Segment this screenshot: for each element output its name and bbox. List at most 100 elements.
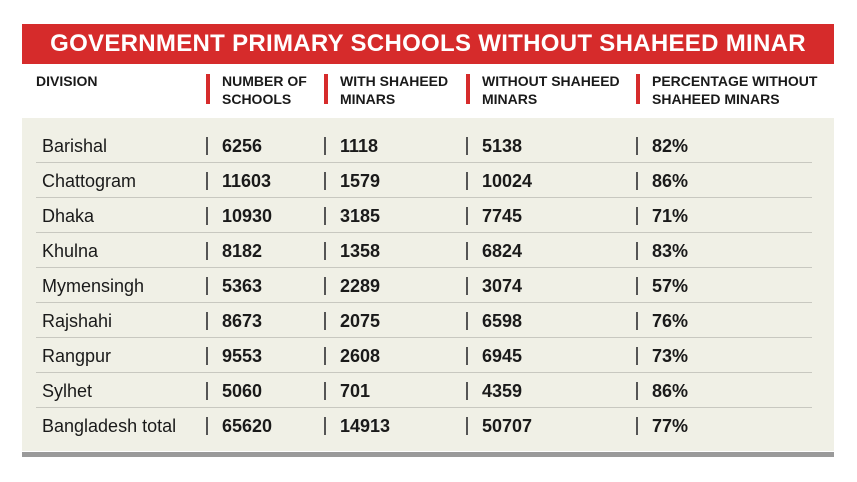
column-divider — [206, 137, 208, 155]
column-divider — [466, 137, 468, 155]
row-divider — [36, 407, 812, 408]
column-divider — [324, 207, 326, 225]
column-divider — [466, 312, 468, 330]
with-minars-cell: 1118 — [340, 136, 379, 156]
column-divider — [466, 207, 468, 225]
table-row: Mymensingh 5363 2289 3074 57% — [22, 268, 834, 303]
column-divider — [206, 207, 208, 225]
column-divider — [206, 277, 208, 295]
column-divider — [206, 172, 208, 190]
column-header-number-of-schools: NUMBER OF SCHOOLS — [222, 73, 307, 107]
division-cell: Dhaka — [42, 206, 95, 226]
division-cell: Sylhet — [42, 381, 93, 401]
table-body: Barishal 6256 1118 5138 82% Chattogram 1… — [22, 118, 834, 451]
column-divider — [636, 417, 638, 435]
percentage-cell: 77% — [652, 416, 689, 436]
row-divider — [36, 232, 812, 233]
number-of-schools-cell: 11603 — [222, 171, 272, 191]
number-of-schools-cell: 9553 — [222, 346, 263, 366]
table-row: Chattogram 11603 1579 10024 86% — [22, 163, 834, 198]
with-minars-cell: 14913 — [340, 416, 391, 436]
percentage-cell: 71% — [652, 206, 689, 226]
row-divider — [36, 302, 812, 303]
column-divider — [324, 347, 326, 365]
percentage-cell: 86% — [652, 381, 689, 401]
without-minars-cell: 10024 — [482, 171, 533, 191]
page-title: GOVERNMENT PRIMARY SCHOOLS WITHOUT SHAHE… — [50, 30, 806, 57]
column-divider — [636, 137, 638, 155]
percentage-cell: 86% — [652, 171, 689, 191]
without-minars-cell: 7745 — [482, 206, 523, 226]
table-row-total: Bangladesh total 65620 14913 50707 77% — [22, 408, 834, 443]
division-cell: Rangpur — [42, 346, 112, 366]
column-header-with-shaheed-minars: WITH SHAHEED MINARS — [340, 73, 449, 107]
column-divider — [636, 207, 638, 225]
table-row: Sylhet 5060 701 4359 86% — [22, 373, 834, 408]
column-divider — [324, 417, 326, 435]
number-of-schools-cell: 10930 — [222, 206, 273, 226]
number-of-schools-cell: 6256 — [222, 136, 263, 156]
column-divider — [324, 137, 326, 155]
with-minars-cell: 2608 — [340, 346, 381, 366]
number-of-schools-cell: 5060 — [222, 381, 263, 401]
without-minars-cell: 5138 — [482, 136, 523, 156]
header-accent-bar — [324, 74, 328, 104]
percentage-cell: 76% — [652, 311, 689, 331]
table-row: Dhaka 10930 3185 7745 71% — [22, 198, 834, 233]
row-divider — [36, 372, 812, 373]
percentage-cell: 73% — [652, 346, 689, 366]
without-minars-cell: 6945 — [482, 346, 523, 366]
percentage-cell: 57% — [652, 276, 689, 296]
table-header: DIVISION NUMBER OF SCHOOLS WITH SHAHEED … — [22, 66, 834, 116]
without-minars-cell: 3074 — [482, 276, 523, 296]
with-minars-cell: 1358 — [340, 241, 381, 261]
with-minars-cell: 2075 — [340, 311, 381, 331]
column-divider — [206, 382, 208, 400]
number-of-schools-cell: 5363 — [222, 276, 263, 296]
column-divider — [466, 277, 468, 295]
column-divider — [466, 382, 468, 400]
column-header-division: DIVISION — [36, 73, 98, 89]
column-divider — [324, 382, 326, 400]
header-accent-bar — [636, 74, 640, 104]
column-divider — [466, 242, 468, 260]
number-of-schools-cell: 8673 — [222, 311, 263, 331]
column-divider — [206, 312, 208, 330]
column-divider — [636, 172, 638, 190]
table-row: Rangpur 9553 2608 6945 73% — [22, 338, 834, 373]
column-divider — [206, 417, 208, 435]
with-minars-cell: 701 — [340, 381, 371, 401]
without-minars-cell: 50707 — [482, 416, 533, 436]
table-row: Khulna 8182 1358 6824 83% — [22, 233, 834, 268]
column-header-percentage-without: PERCENTAGE WITHOUT SHAHEED MINARS — [652, 73, 818, 107]
without-minars-cell: 6598 — [482, 311, 523, 331]
column-divider — [636, 382, 638, 400]
column-header-without-shaheed-minars: WITHOUT SHAHEED MINARS — [482, 73, 620, 107]
column-divider — [636, 347, 638, 365]
division-cell: Mymensingh — [42, 276, 145, 296]
column-divider — [636, 277, 638, 295]
row-divider — [36, 162, 812, 163]
division-cell: Khulna — [42, 241, 99, 261]
row-divider — [36, 337, 812, 338]
bottom-rule — [22, 452, 834, 457]
column-divider — [636, 312, 638, 330]
column-divider — [206, 347, 208, 365]
column-divider — [636, 242, 638, 260]
header-accent-bar — [206, 74, 210, 104]
row-divider — [36, 197, 812, 198]
with-minars-cell: 2289 — [340, 276, 381, 296]
table-row: Barishal 6256 1118 5138 82% — [22, 128, 834, 163]
without-minars-cell: 4359 — [482, 381, 523, 401]
division-cell: Barishal — [42, 136, 108, 156]
header-accent-bar — [466, 74, 470, 104]
column-divider — [324, 312, 326, 330]
division-cell: Rajshahi — [42, 311, 113, 331]
column-divider — [466, 347, 468, 365]
number-of-schools-cell: 65620 — [222, 416, 273, 436]
column-divider — [466, 417, 468, 435]
column-divider — [324, 277, 326, 295]
percentage-cell: 82% — [652, 136, 689, 156]
title-banner: GOVERNMENT PRIMARY SCHOOLS WITHOUT SHAHE… — [22, 24, 834, 64]
